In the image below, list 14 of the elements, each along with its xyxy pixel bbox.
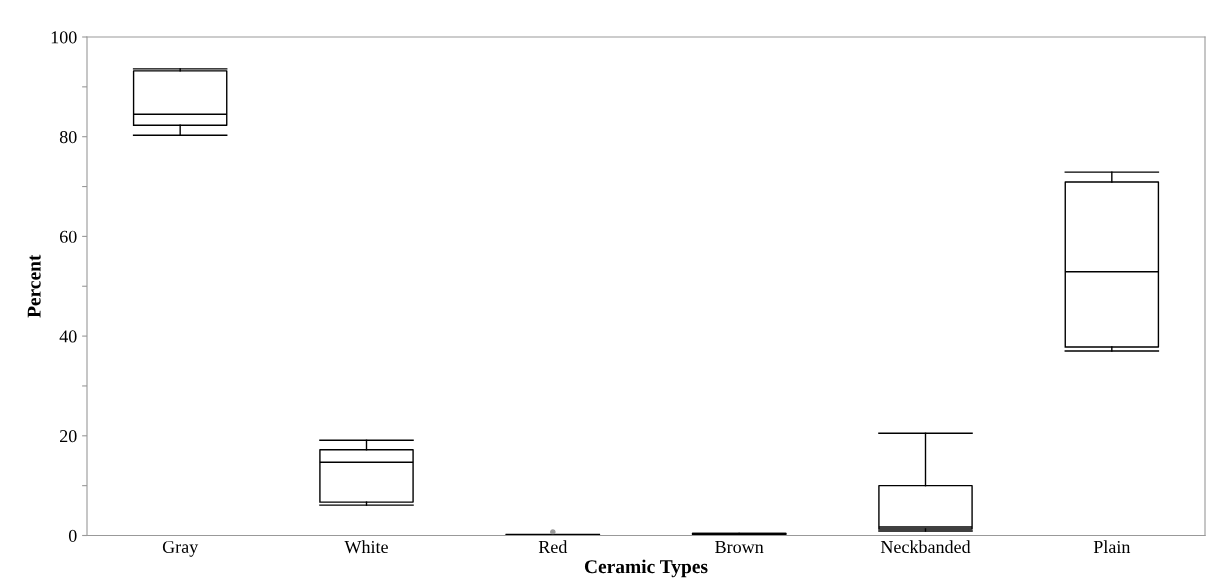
y-tick-label: 60 bbox=[60, 230, 77, 243]
y-tick-label: 40 bbox=[59, 330, 77, 343]
y-tick-label: 0 bbox=[68, 529, 77, 542]
x-tick-label: Gray bbox=[162, 540, 199, 557]
y-axis-title: Percent bbox=[27, 254, 41, 318]
y-tick-label: 80 bbox=[59, 130, 77, 144]
x-tick-label: Brown bbox=[715, 541, 764, 554]
x-tick-label: Red bbox=[538, 540, 568, 554]
x-tick-label: Plain bbox=[1093, 540, 1131, 554]
x-tick-label: White bbox=[344, 540, 388, 554]
y-tick-label: 100 bbox=[51, 31, 77, 44]
x-tick-label: Neckbanded bbox=[880, 540, 971, 554]
x-axis-title: Ceramic Types bbox=[584, 559, 708, 578]
y-tick-label: 20 bbox=[60, 430, 77, 443]
